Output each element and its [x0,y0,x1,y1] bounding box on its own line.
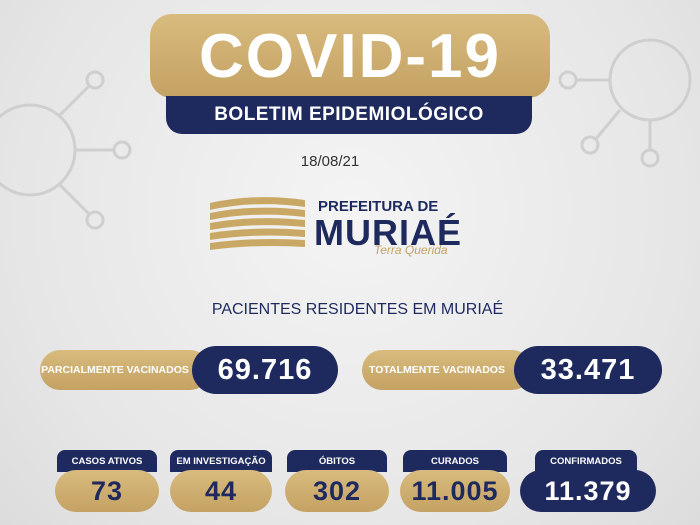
stat-label: EM INVESTIGAÇÃO [170,450,272,472]
vaccination-label: PARCIALMENTE VACINADOS [40,350,210,390]
title: COVID-19 [150,14,550,98]
date: 18/08/21 [300,152,360,170]
stat-value: 11.379 [520,470,656,512]
subtitle: BOLETIM EPIDEMIOLÓGICO [166,96,532,134]
stat-value: 302 [285,470,389,512]
stat-value: 44 [170,470,272,512]
vaccination-value: 69.716 [192,346,338,394]
stat-value: 73 [55,470,159,512]
logo-stripes [210,197,305,250]
section-title: PACIENTES RESIDENTES EM MURIAÉ [211,301,504,318]
logo-slogan: Terra Querida [374,243,448,257]
vaccination-value: 33.471 [514,346,662,394]
stat-value: 11.005 [400,470,510,512]
vaccination-label: TOTALMENTE VACINADOS [362,350,532,390]
stat-label: CONFIRMADOS [535,450,637,472]
stat-label: CURADOS [403,450,507,472]
logo-line: PREFEITURA DE [318,198,439,215]
stat-label: ÓBITOS [287,450,387,472]
logo-city: MURIAÉ [314,212,462,253]
stat-label: CASOS ATIVOS [57,450,157,472]
